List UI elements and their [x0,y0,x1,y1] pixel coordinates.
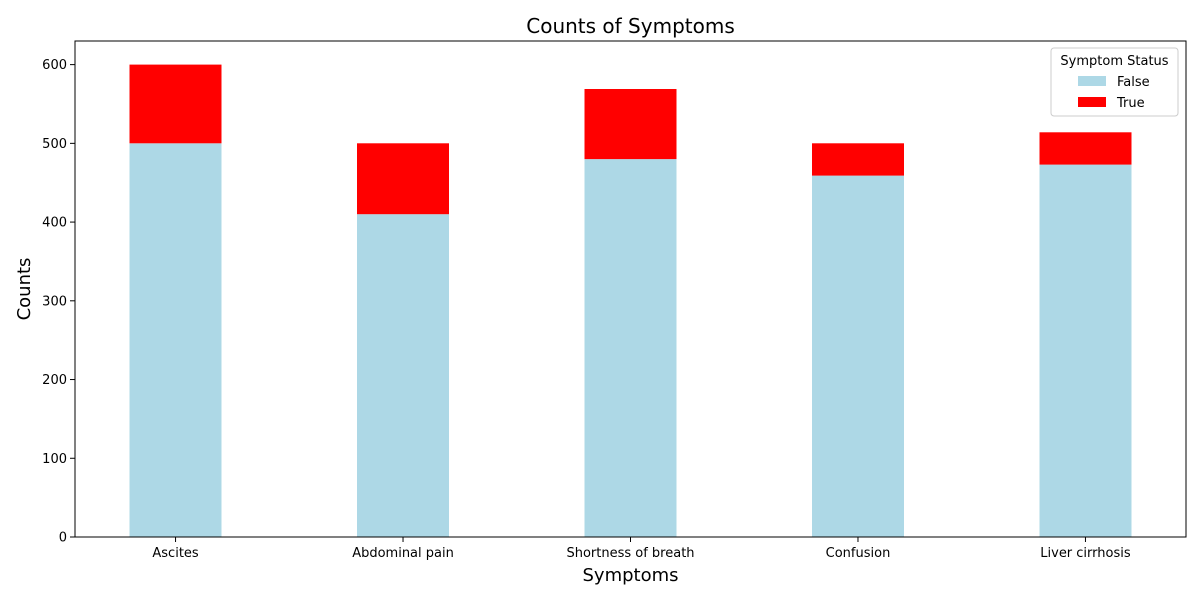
legend-swatch-false [1078,76,1106,86]
bar-true-1 [357,143,449,215]
x-tick-label: Abdominal pain [352,546,454,561]
y-tick-label: 600 [42,58,67,73]
bar-true-3 [812,143,904,176]
bar-true-4 [1039,132,1132,165]
bars [129,64,1132,538]
y-tick-label: 300 [42,294,67,309]
bar-false-2 [584,159,677,537]
bar-true-2 [584,89,677,160]
bar-false-1 [357,214,449,537]
y-tick-label: 500 [42,137,67,152]
x-axis: Ascites Abdominal pain Shortness of breath… [152,537,1131,561]
bar-false-3 [812,175,904,537]
legend: Symptom Status False True [1050,47,1179,117]
bar-true-0 [129,64,222,144]
chart-title: Counts of Symptoms [526,14,735,38]
y-axis: 0 100 200 300 400 500 600 [42,58,75,546]
x-tick-label: Shortness of breath [566,546,694,561]
x-axis-label: Symptoms [582,565,678,586]
x-tick-label: Confusion [826,546,891,561]
y-axis-label: Counts [14,258,35,321]
legend-label-true: True [1116,96,1145,111]
legend-swatch-true [1078,97,1106,107]
x-tick-label: Ascites [152,546,199,561]
y-tick-label: 0 [59,531,67,546]
legend-label-false: False [1117,75,1150,90]
y-tick-label: 100 [42,452,67,467]
x-tick-label: Liver cirrhosis [1040,546,1131,561]
legend-title: Symptom Status [1060,54,1168,69]
bar-false-4 [1039,164,1132,537]
y-tick-label: 400 [42,216,67,231]
bar-false-0 [129,143,222,538]
y-tick-label: 200 [42,373,67,388]
